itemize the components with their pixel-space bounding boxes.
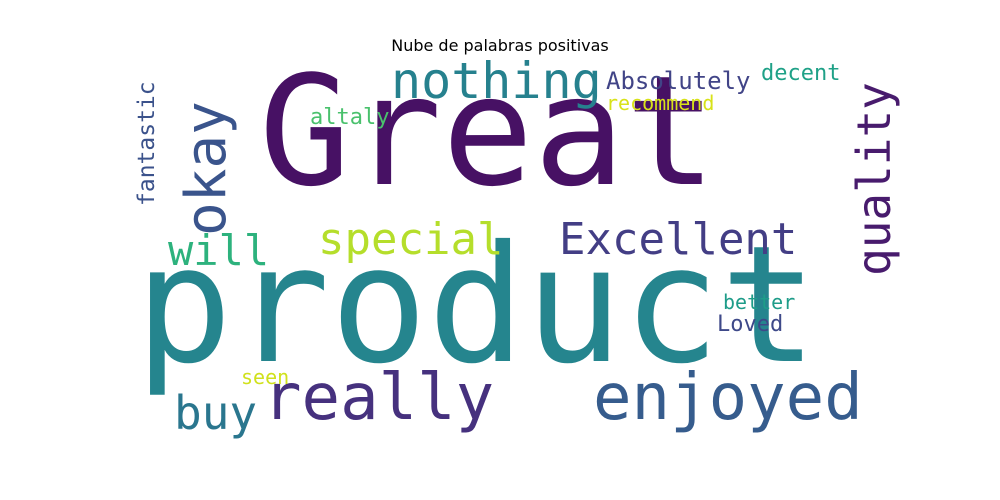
word-fantastic: fantastic <box>134 81 160 206</box>
word-excellent: Excellent <box>559 214 798 265</box>
word-better: better <box>723 290 796 314</box>
word-loved: Loved <box>717 312 784 337</box>
word-buy: buy <box>174 386 258 440</box>
word-great: Great <box>259 60 717 220</box>
word-will: will <box>168 226 270 275</box>
word-seen: seen <box>241 365 290 389</box>
word-altaly: altaly <box>310 105 390 130</box>
word-absolutely: Absolutely <box>606 67 751 95</box>
word-decent: decent <box>761 61 841 86</box>
word-nothing: nothing <box>391 60 602 110</box>
word-okay: okay <box>174 101 239 236</box>
word-cloud: Great product really enjoyed okay nothin… <box>125 60 900 448</box>
word-enjoyed: enjoyed <box>593 361 863 435</box>
word-really: really <box>263 361 495 435</box>
word-quality: quality <box>847 82 900 276</box>
word-recommend: recommend <box>606 91 715 115</box>
word-special: special <box>318 214 504 265</box>
chart-title: Nube de palabras positivas <box>391 36 609 55</box>
word-product: product <box>135 212 818 400</box>
